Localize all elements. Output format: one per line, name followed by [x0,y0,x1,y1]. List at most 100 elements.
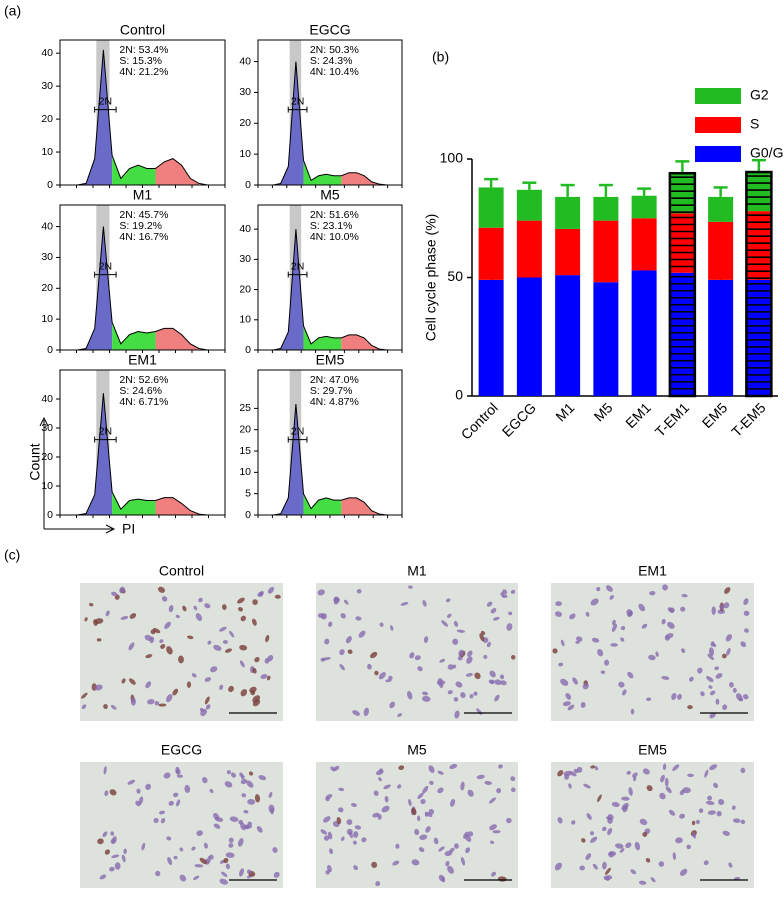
annotation: 4N: 21.2% [119,66,168,78]
cell [590,765,595,769]
cell [490,608,497,614]
x-tick-label: T-EM5 [728,399,769,440]
cell [417,792,424,799]
bar-outline [745,170,773,398]
y-tick-label: 30 [239,86,251,98]
cell [447,865,454,874]
bar-segment [593,196,619,221]
error-bar [560,183,575,197]
cell [729,682,734,688]
cell [213,644,222,651]
cell [620,637,625,642]
cell [691,820,696,826]
cell [397,784,402,789]
gate-label: 2N [291,95,304,107]
cell [585,611,590,617]
y-tick-label: 0 [47,509,53,521]
cell [680,606,686,612]
y-tick-label: 20 [239,423,251,435]
cell [325,869,330,875]
cell [241,775,245,780]
cell [129,613,137,619]
cell [679,789,685,796]
cell [552,648,558,654]
cell [97,838,104,845]
cell [707,810,716,815]
cell [619,848,625,853]
cell [709,690,716,696]
cell [222,639,228,644]
cell [173,855,178,860]
x-tick-label: EM5 [699,399,731,431]
annotation: S: 24.6% [119,385,162,397]
cell [450,799,456,807]
cell [241,793,247,798]
cell [239,660,245,668]
cell [136,788,141,794]
cell [447,613,452,619]
cell [154,701,160,706]
bar-segment [631,270,657,396]
cell [460,692,466,698]
cell [254,794,261,803]
cell [247,798,256,805]
legend-swatch [695,146,741,162]
cell [721,653,727,659]
cell [268,804,275,814]
cell [81,692,88,699]
flow-title: M5 [320,187,340,203]
cell [630,869,637,875]
cell [610,643,618,647]
cell [722,704,728,710]
cell [621,802,629,811]
cell [210,666,218,673]
y-tick-label: 10 [239,148,251,160]
gate-label: 2N [99,260,112,272]
cell [186,681,192,688]
histogram-line [60,393,225,516]
cell [437,787,444,794]
cell [228,685,234,693]
cell [634,841,641,851]
micrograph [551,583,754,721]
cell [420,798,426,805]
cell [381,805,390,813]
cell [102,831,108,838]
cell [604,659,610,666]
cell [580,701,586,708]
plot-frame [257,39,403,186]
bar-segment [478,227,504,280]
cell [661,676,670,680]
cell [374,670,379,676]
cell [94,684,103,691]
histogram-line [258,404,402,516]
cell [229,816,239,822]
cell [196,830,203,836]
cell [147,699,155,705]
cell [714,666,719,671]
cell [204,677,212,682]
micrograph-title: EM5 [638,742,667,758]
cell [99,874,107,880]
bar-segment [516,220,542,278]
cell [160,817,166,824]
cell [589,831,594,836]
cell [348,831,353,839]
y-tick-label: 100 [440,150,464,166]
cell [110,704,117,710]
bar-segment [593,220,619,283]
cell [323,816,331,823]
cell [579,865,585,871]
cell [447,690,453,695]
cell [625,842,632,849]
cell [250,690,256,696]
cell [723,602,730,609]
cell [237,597,245,604]
cell [248,771,254,776]
histogram-line [60,49,225,186]
annotation: S: 15.3% [119,55,162,67]
cell [383,784,391,790]
flow-title: Control [120,22,165,38]
cell [104,790,109,797]
cell [481,630,486,635]
